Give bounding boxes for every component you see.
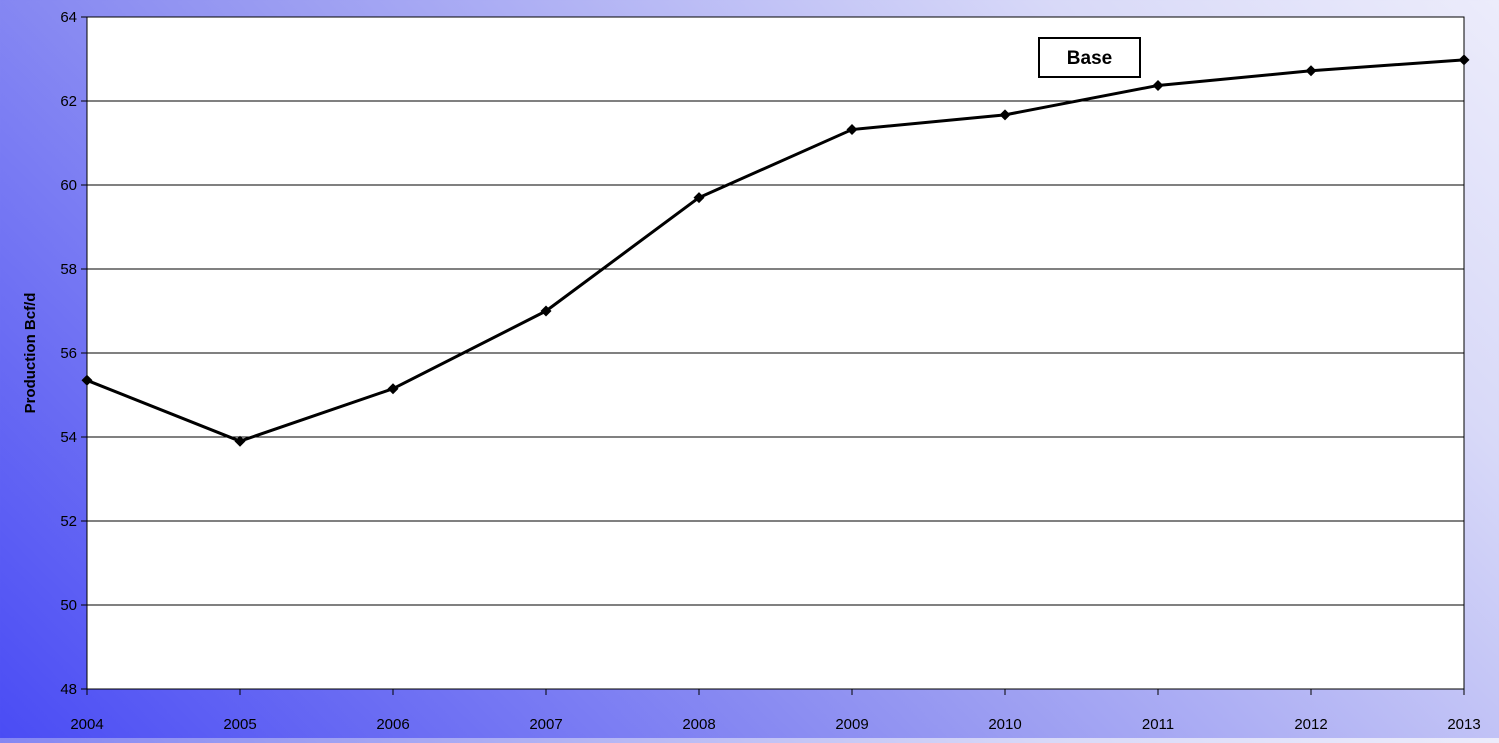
y-tick-label: 60 — [60, 177, 77, 194]
x-tick-label: 2009 — [835, 716, 868, 733]
legend: Base — [1038, 37, 1141, 78]
series-layer — [81, 54, 1470, 447]
y-tick-label: 64 — [60, 9, 77, 26]
data-point-marker — [387, 383, 399, 395]
legend-box — [1038, 37, 1141, 78]
data-point-marker — [1152, 79, 1164, 91]
legend-label: Base — [1067, 48, 1112, 69]
x-tick-label: 2010 — [988, 716, 1021, 733]
x-tick-label: 2006 — [376, 716, 409, 733]
y-tick-label: 56 — [60, 345, 77, 362]
y-tick-label: 50 — [60, 597, 77, 614]
data-point-marker — [1458, 54, 1470, 66]
x-tick-label: 2012 — [1294, 716, 1327, 733]
y-tick-label: 58 — [60, 261, 77, 278]
y-axis-ticks: 48 50 52 54 56 58 60 62 64 — [60, 9, 87, 698]
data-point-marker — [234, 435, 246, 447]
x-tick-label: 2004 — [70, 716, 103, 733]
x-axis-ticks: 2004 2005 2006 2007 2008 2009 2010 2011 2012 2013 — [70, 689, 1481, 733]
y-tick-label: 62 — [60, 93, 77, 110]
grid-lines — [87, 100, 1464, 606]
y-axis-label: Production Bcf/d — [22, 293, 39, 414]
x-tick-label: 2008 — [682, 716, 715, 733]
data-point-marker — [540, 305, 552, 317]
data-point-marker — [999, 109, 1011, 121]
data-point-marker — [1305, 65, 1317, 77]
y-tick-label: 48 — [60, 681, 77, 698]
x-tick-label: 2013 — [1447, 716, 1480, 733]
y-tick-label: 54 — [60, 429, 77, 446]
x-tick-label: 2011 — [1142, 716, 1174, 733]
x-tick-label: 2005 — [223, 716, 256, 733]
x-tick-label: 2007 — [529, 716, 562, 733]
data-point-marker — [846, 124, 858, 136]
data-point-marker — [693, 192, 705, 204]
series-line — [86, 58, 1465, 443]
data-point-marker — [81, 374, 93, 386]
y-tick-label: 52 — [60, 513, 77, 530]
